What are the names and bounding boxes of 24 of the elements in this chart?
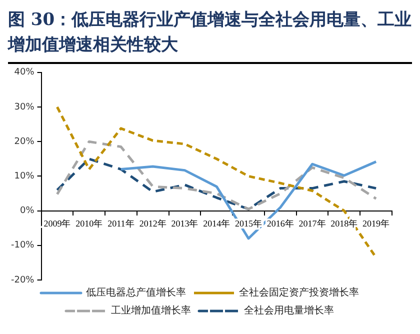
x-tick-label: 2019年: [362, 218, 390, 229]
x-tick-label: 2017年: [298, 218, 326, 229]
y-tick-label: -20%: [10, 275, 35, 286]
line-series: [56, 158, 378, 210]
x-tick-label: 2018年: [330, 218, 358, 229]
x-tick-label: 2009年: [44, 218, 71, 229]
y-tick-label: -10%: [10, 240, 35, 251]
legend-label: 工业增加值增长率: [111, 304, 191, 317]
x-tick-label: 2013年: [171, 218, 198, 229]
legend-label: 全社会用电量增长率: [244, 304, 334, 317]
x-tick-label: 2011年: [108, 218, 134, 229]
y-tick-label: 10%: [14, 172, 35, 182]
y-tick-label: 40%: [14, 68, 35, 78]
y-tick-label: 0%: [20, 206, 35, 216]
y-tick-label: 30%: [14, 102, 35, 112]
chart-title: 图 30：低压电器行业产值增速与全社会用电量、工业增加值增速相关性较大: [8, 8, 412, 64]
line-series: [56, 140, 378, 210]
x-tick-label: 2016年: [266, 218, 294, 229]
y-tick-label: 20%: [14, 136, 35, 147]
legend-label: 低压电器总产值增长率: [86, 286, 186, 299]
x-tick-label: 2010年: [76, 218, 103, 229]
legend-label: 全社会固定资产投资增长率: [239, 286, 359, 299]
x-tick-label: 2012年: [139, 218, 166, 229]
x-tick-label: 2014年: [203, 218, 230, 229]
